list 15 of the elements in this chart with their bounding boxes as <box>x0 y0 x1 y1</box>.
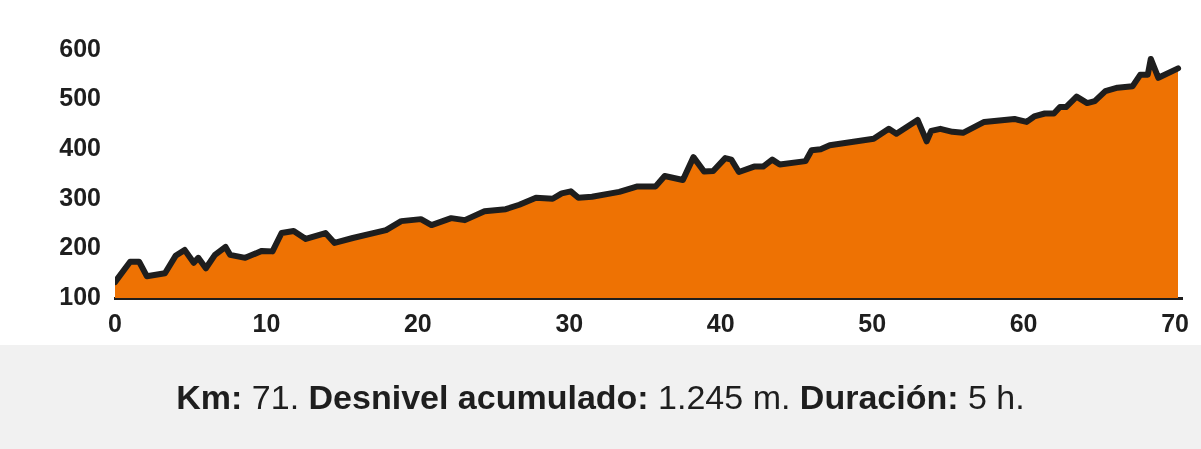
x-tick-label: 30 <box>555 308 584 337</box>
text: Km: 71. Desnivel acumulado: 1.245 m. Duración: 5 h. <box>0 345 1201 449</box>
y-tick-label: 600 <box>59 33 101 62</box>
x-tick-label: 60 <box>1009 308 1038 337</box>
x-tick-label: 40 <box>706 308 735 337</box>
y-tick-label: 300 <box>59 182 101 211</box>
y-tick-label: 200 <box>59 232 101 261</box>
y-tick-label: 500 <box>59 83 101 112</box>
x-tick-label: 0 <box>108 308 122 337</box>
x-tick-label: 20 <box>403 308 432 337</box>
x-tick-label: 70 <box>1161 308 1189 337</box>
x-tick-label: 50 <box>858 308 887 337</box>
x-tick-label: 10 <box>252 308 281 337</box>
y-tick-label: 400 <box>59 133 101 162</box>
y-tick-label: 100 <box>59 281 101 310</box>
